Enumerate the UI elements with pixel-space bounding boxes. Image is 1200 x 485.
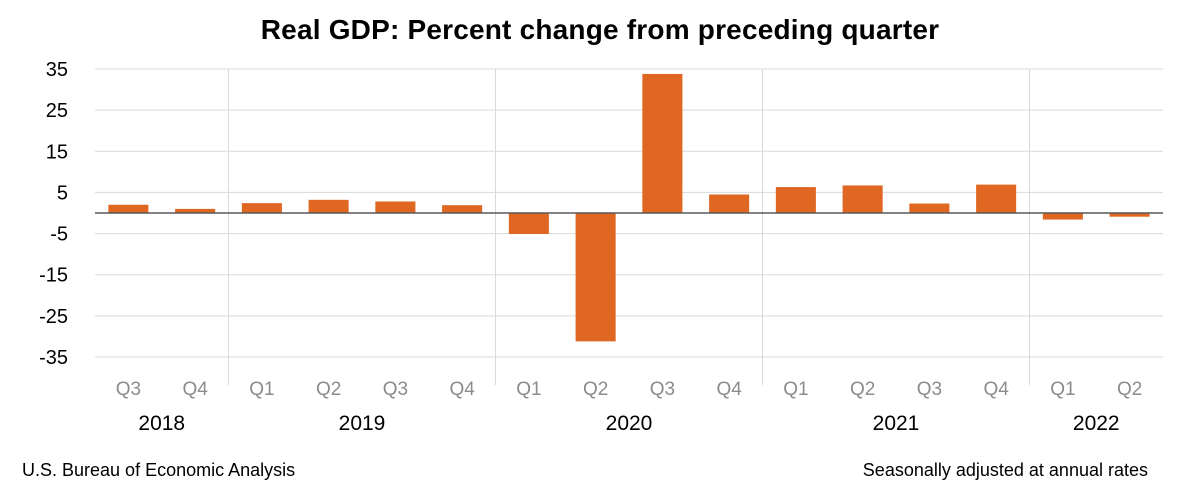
bar-q2-7: [575, 213, 616, 342]
x-tick-label: Q1: [516, 379, 541, 400]
bar-q3-4: [375, 201, 416, 213]
bar-q4-1: [175, 208, 216, 213]
year-label: 2022: [1073, 412, 1120, 435]
chart-title: Real GDP: Percent change from preceding …: [260, 14, 940, 45]
bar-q1-6: [508, 213, 549, 234]
bar-q2-3: [308, 199, 349, 213]
bar-q1-10: [775, 187, 816, 213]
bar-q2-11: [842, 185, 883, 213]
x-tick-label: Q1: [249, 379, 274, 400]
x-tick-label: Q4: [449, 379, 475, 400]
x-tick-label: Q2: [850, 379, 875, 400]
bar-q2-15: [1109, 213, 1150, 217]
x-tick-label: Q2: [316, 379, 341, 400]
bar-q4-13: [976, 184, 1017, 213]
bar-q4-5: [442, 205, 483, 213]
y-tick-label: 5: [57, 182, 68, 204]
y-tick-label: 15: [46, 141, 68, 163]
x-tick-label: Q3: [917, 379, 942, 400]
bar-q3-8: [642, 73, 683, 214]
x-tick-label: Q3: [650, 379, 675, 400]
y-tick-label: 25: [46, 100, 68, 122]
y-tick-label: -25: [39, 306, 68, 328]
bar-q1-2: [241, 203, 282, 213]
x-tick-label: Q3: [383, 379, 408, 400]
x-tick-label: Q4: [716, 379, 742, 400]
year-label: 2018: [138, 412, 185, 435]
x-tick-label: Q2: [583, 379, 608, 400]
x-tick-label: Q1: [1050, 379, 1075, 400]
bar-q1-14: [1042, 213, 1083, 220]
x-tick-label: Q1: [783, 379, 808, 400]
y-tick-label: -15: [39, 265, 68, 287]
year-label: 2020: [606, 412, 653, 435]
y-tick-label: 35: [46, 59, 68, 81]
x-tick-label: Q3: [116, 379, 141, 400]
y-tick-label: -5: [50, 224, 68, 246]
y-tick-label: -35: [39, 347, 68, 369]
x-tick-label: Q4: [983, 379, 1009, 400]
bar-q3-0: [108, 204, 149, 213]
x-tick-label: Q4: [182, 379, 208, 400]
adjustment-note: Seasonally adjusted at annual rates: [862, 460, 1148, 480]
x-tick-label: Q2: [1117, 379, 1142, 400]
year-label: 2021: [873, 412, 920, 435]
bar-q4-9: [709, 194, 750, 213]
bar-q3-12: [909, 203, 950, 213]
source-note: U.S. Bureau of Economic Analysis: [22, 460, 296, 480]
year-label: 2019: [339, 412, 386, 435]
